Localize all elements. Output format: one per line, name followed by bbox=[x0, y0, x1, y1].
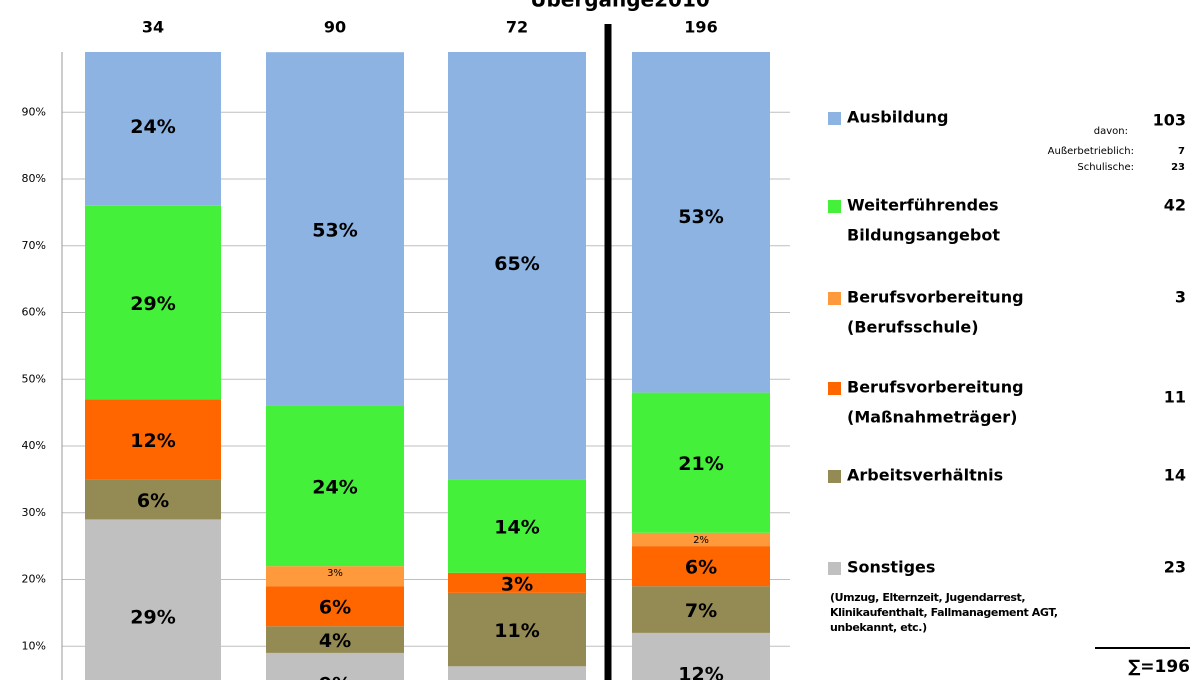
data-label: 12% bbox=[130, 430, 175, 452]
bar-segment bbox=[85, 519, 221, 680]
data-label: 9% bbox=[319, 673, 351, 680]
data-label: 11% bbox=[494, 620, 539, 642]
bar-segment bbox=[632, 586, 770, 633]
bar-segment bbox=[448, 592, 586, 667]
legend-detail: Außerbetrieblich: bbox=[1048, 146, 1134, 157]
data-label: 12% bbox=[678, 663, 723, 680]
data-label: 7% bbox=[685, 600, 717, 622]
data-label: 6% bbox=[685, 557, 717, 579]
y-tick-label: 20% bbox=[22, 573, 46, 586]
bar-segment bbox=[448, 666, 586, 680]
bar-segment bbox=[632, 546, 770, 587]
bar-segment bbox=[85, 479, 221, 520]
legend-note: Klinikaufenthalt, Fallmanagement AGT, bbox=[830, 606, 1058, 619]
data-label: 3% bbox=[501, 573, 533, 595]
bar-segment bbox=[632, 632, 770, 680]
legend-swatch bbox=[828, 292, 841, 305]
data-label: 29% bbox=[130, 293, 175, 315]
bar-segment bbox=[448, 479, 586, 573]
bar-segment bbox=[266, 52, 404, 406]
y-tick-label: 80% bbox=[22, 172, 46, 185]
legend-label: Berufsvorbereitung bbox=[847, 378, 1024, 397]
legend-detail: 23 bbox=[1171, 162, 1185, 173]
bar-segment bbox=[266, 586, 404, 627]
y-tick-label: 70% bbox=[22, 239, 46, 252]
data-label: 2% bbox=[693, 535, 709, 546]
legend-total: 11 bbox=[1164, 388, 1186, 407]
data-label: 14% bbox=[494, 517, 539, 539]
n-value: 196 bbox=[684, 18, 717, 37]
chart-title: Übergänge2010 bbox=[530, 0, 710, 12]
legend-total: 103 bbox=[1153, 111, 1186, 130]
data-label: 24% bbox=[130, 116, 175, 138]
bar-segment bbox=[266, 405, 404, 567]
legend-total: 14 bbox=[1164, 466, 1186, 485]
data-label: 53% bbox=[678, 206, 723, 228]
legend-label: Sonstiges bbox=[847, 558, 935, 577]
y-tick-label: 40% bbox=[22, 439, 46, 452]
data-label: 6% bbox=[137, 490, 169, 512]
bar-segment bbox=[632, 392, 770, 533]
legend-label: Bildungsangebot bbox=[847, 226, 1000, 245]
data-label: 6% bbox=[319, 597, 351, 619]
data-label: 3% bbox=[327, 568, 343, 579]
legend-swatch bbox=[828, 470, 841, 483]
legend-detail: 7 bbox=[1178, 146, 1185, 157]
legend-swatch bbox=[828, 200, 841, 213]
n-value: 72 bbox=[506, 18, 528, 37]
y-tick-label: 90% bbox=[22, 105, 46, 118]
y-tick-label: 30% bbox=[22, 506, 46, 519]
legend-swatch bbox=[828, 562, 841, 575]
legend-label: Weiterführendes bbox=[847, 196, 999, 215]
bar-segment bbox=[632, 532, 770, 547]
data-label: 4% bbox=[319, 630, 351, 652]
bar-segment bbox=[266, 652, 404, 680]
n-value: 34 bbox=[142, 18, 164, 37]
n-value: 90 bbox=[324, 18, 346, 37]
y-tick-label: 50% bbox=[22, 372, 46, 385]
legend-note: (Umzug, Elternzeit, Jugendarrest, bbox=[830, 591, 1025, 604]
header-bg bbox=[0, 0, 800, 52]
legend-label: (Berufsschule) bbox=[847, 318, 979, 337]
legend-total: 3 bbox=[1175, 288, 1186, 307]
data-label: 29% bbox=[130, 607, 175, 629]
legend-total: 23 bbox=[1164, 558, 1186, 577]
legend-swatch bbox=[828, 112, 841, 125]
legend-label: (Maßnahmeträger) bbox=[847, 408, 1017, 427]
y-tick-label: 10% bbox=[22, 639, 46, 652]
bar-segment bbox=[266, 626, 404, 653]
bar-segment bbox=[632, 38, 770, 393]
bar-segment bbox=[448, 45, 586, 480]
legend-label: Berufsvorbereitung bbox=[847, 288, 1024, 307]
data-label: 24% bbox=[312, 477, 357, 499]
bar-segment bbox=[448, 572, 586, 593]
sum-label: ∑=196 bbox=[1128, 657, 1190, 677]
bar-segment bbox=[85, 399, 221, 480]
legend-label: Ausbildung bbox=[847, 108, 948, 127]
bar-segment bbox=[85, 205, 221, 400]
y-tick-label: 60% bbox=[22, 306, 46, 319]
data-label: 65% bbox=[494, 253, 539, 275]
legend-detail: davon: bbox=[1094, 126, 1128, 137]
data-label: 53% bbox=[312, 220, 357, 242]
legend-detail: Schulische: bbox=[1077, 162, 1134, 173]
legend-total: 42 bbox=[1164, 196, 1186, 215]
bar-segment bbox=[85, 45, 221, 206]
legend-swatch bbox=[828, 382, 841, 395]
bar-segment bbox=[266, 566, 404, 587]
legend-note: unbekannt, etc.) bbox=[830, 621, 927, 634]
data-label: 21% bbox=[678, 453, 723, 475]
legend-label: Arbeitsverhältnis bbox=[847, 466, 1003, 485]
